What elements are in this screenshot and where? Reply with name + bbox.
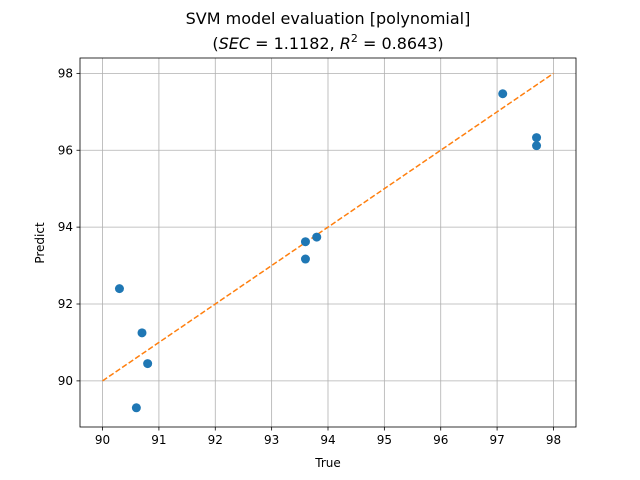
y-tick-label: 96: [58, 143, 73, 157]
data-point: [532, 141, 542, 151]
subtitle-r-exponent: 2: [351, 32, 358, 45]
y-tick-label: 94: [58, 220, 73, 234]
subtitle-r-symbol: R: [340, 34, 351, 53]
x-tick-label: 93: [264, 433, 279, 447]
x-tick-label: 97: [489, 433, 504, 447]
y-axis-label: Predict: [33, 222, 47, 264]
subtitle-r-value: = 0.8643): [358, 34, 444, 53]
x-tick-label: 90: [95, 433, 110, 447]
data-point: [137, 328, 147, 338]
data-point: [532, 133, 542, 143]
data-point: [114, 284, 124, 294]
data-point: [498, 89, 508, 99]
plot-area: 90 91 92 93 94 95 96 97 98 90 92 94 96 98: [58, 57, 577, 447]
x-tick-label: 94: [320, 433, 335, 447]
subtitle-open: (: [212, 34, 218, 53]
x-axis-label: True: [314, 456, 341, 470]
x-tick-label: 96: [433, 433, 448, 447]
data-point: [131, 403, 141, 413]
subtitle-sec-value: = 1.1182,: [250, 34, 340, 53]
data-point: [300, 237, 310, 247]
chart-title: SVM model evaluation [polynomial]: [186, 9, 471, 28]
subtitle-sec-symbol: SEC: [219, 34, 251, 53]
y-tick-label: 98: [58, 66, 73, 80]
y-tick-label: 90: [58, 374, 73, 388]
x-tick-label: 98: [546, 433, 561, 447]
x-tick-label: 95: [377, 433, 392, 447]
data-point: [143, 359, 153, 369]
x-tick-label: 91: [151, 433, 166, 447]
chart-subtitle: (SEC = 1.1182, R2 = 0.8643): [212, 32, 443, 53]
data-point: [300, 254, 310, 264]
y-tick-label: 92: [58, 297, 73, 311]
reference-line: [102, 72, 554, 382]
x-tick-label: 92: [208, 433, 223, 447]
data-point: [312, 232, 322, 242]
